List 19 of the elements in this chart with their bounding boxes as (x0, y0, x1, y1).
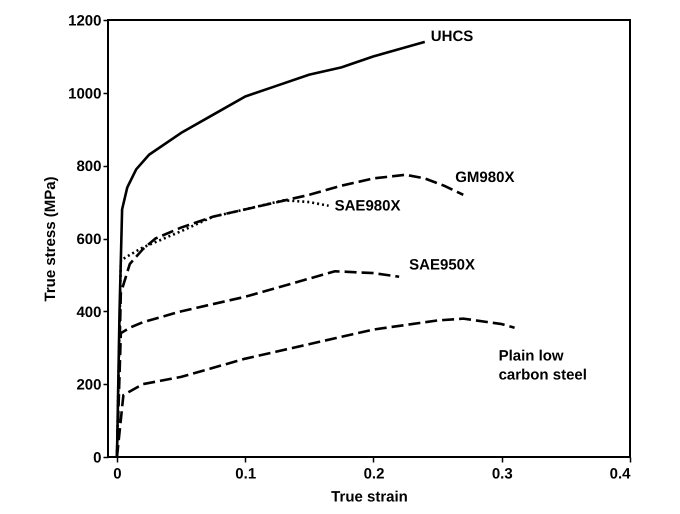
x-tick-label: 0.2 (364, 466, 384, 482)
y-tick-label: 200 (76, 376, 102, 394)
y-tick-label: 800 (76, 158, 102, 176)
series-label: GM980X (455, 168, 514, 186)
y-axis-title: True stress (MPa) (42, 176, 60, 302)
y-tick-label: 600 (76, 231, 102, 248)
x-tick-label: 0 (113, 466, 122, 482)
x-tick-label: 0.1 (235, 466, 256, 482)
series-label: SAE950X (409, 256, 476, 274)
y-tick-label: 1000 (68, 85, 102, 102)
series-label: Plain low carbon steel (498, 348, 587, 384)
x-tick-label: 0.4 (610, 466, 632, 482)
series-label: SAE980X (334, 198, 400, 215)
y-tick-label: 400 (76, 304, 102, 321)
x-tick-label: 0.3 (492, 466, 513, 482)
x-axis-title: True strain (331, 488, 408, 506)
series-label: UHCS (430, 28, 474, 45)
y-tick-label: 0 (93, 450, 102, 466)
y-tick-label: 1200 (68, 12, 102, 30)
